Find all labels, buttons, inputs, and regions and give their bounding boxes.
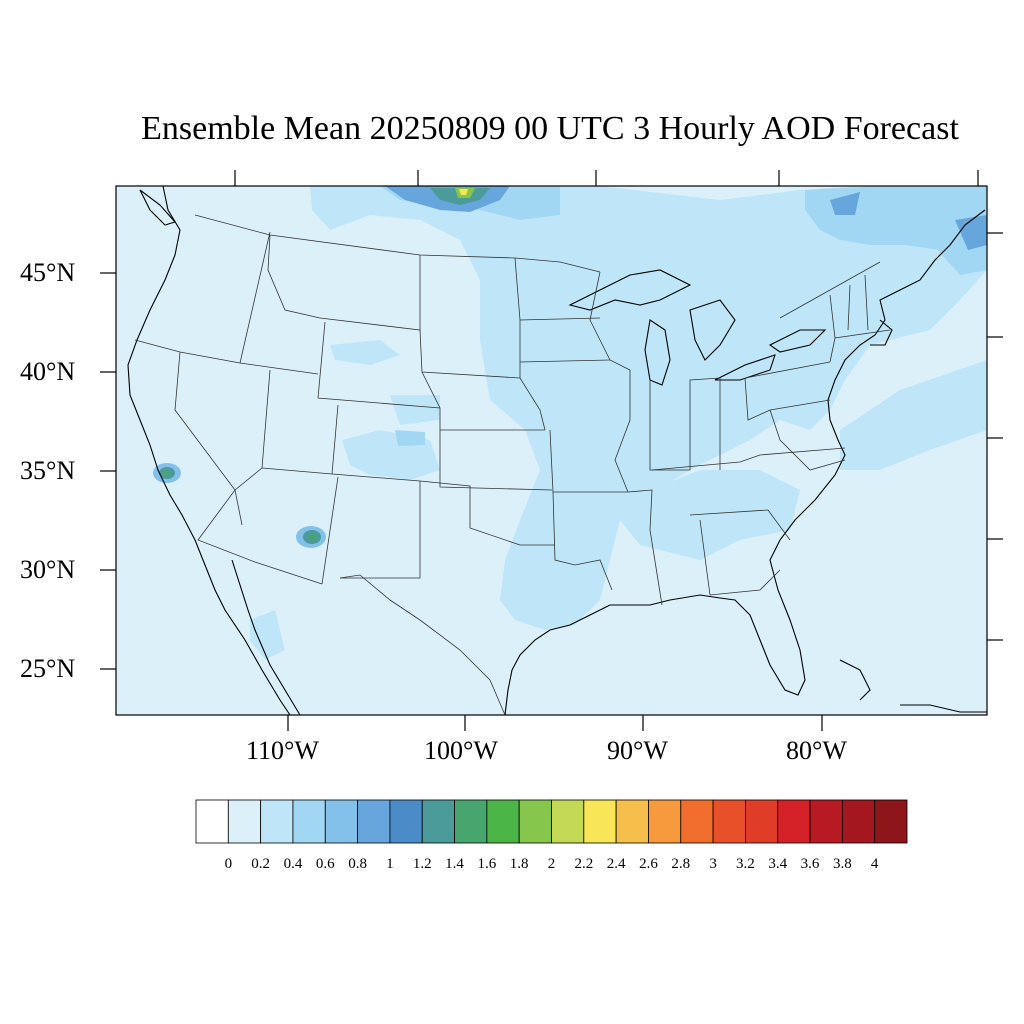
- colorbar-box: [389, 799, 423, 844]
- colorbar-box: [841, 799, 876, 844]
- colorbar-box: [777, 799, 811, 844]
- lon-label-80w: 80°W: [786, 736, 847, 765]
- lat-label-35: 35°N: [20, 456, 76, 485]
- colorbar-tick-label: 3.4: [768, 856, 788, 872]
- colorbar-box: [292, 799, 326, 844]
- lon-label-90w: 90°W: [607, 736, 668, 765]
- state-boundaries: [134, 214, 891, 716]
- aod-shading-peak: [430, 188, 490, 205]
- colorbar-tick-label: 0.8: [348, 856, 367, 872]
- lon-label-110w: 110°W: [246, 736, 319, 765]
- colorbar-box: [551, 799, 585, 844]
- lon-label-100w: 100°W: [424, 736, 498, 765]
- map-frame: [115, 185, 988, 716]
- colorbar-tick-label: 1.4: [445, 856, 464, 872]
- lat-label-30: 30°N: [20, 555, 76, 584]
- colorbar-tick-label: 2.8: [671, 856, 691, 872]
- lat-label-25: 25°N: [20, 654, 76, 683]
- colorbar-box: [874, 799, 908, 844]
- colorbar-tick-label: 1.8: [509, 856, 529, 872]
- colorbar-box: [809, 799, 843, 844]
- colorbar-tick-label: 3.6: [800, 856, 820, 872]
- colorbar-tick-label: 1: [386, 856, 394, 872]
- colorbar-box: [583, 799, 617, 844]
- colorbar-box: [615, 799, 649, 844]
- aod-hotspot-arizona: [296, 526, 326, 548]
- map-title: Ensemble Mean 20250809 00 UTC 3 Hourly A…: [141, 110, 959, 147]
- lat-label-40: 40°N: [20, 357, 76, 386]
- colorbar-box: [680, 799, 714, 844]
- colorbar-tick-label: 0: [224, 856, 233, 872]
- colorbar-tick-label: 1.6: [477, 856, 497, 872]
- colorbar: [195, 799, 908, 844]
- colorbar-tick-label: 2.4: [606, 856, 626, 872]
- colorbar-box: [357, 799, 391, 844]
- colorbar-box: [260, 799, 294, 844]
- colorbar-box: [227, 799, 262, 844]
- colorbar-box: [324, 799, 358, 844]
- colorbar-box: [518, 799, 552, 844]
- colorbar-box: [745, 799, 779, 844]
- aod-hotspot-california: [153, 463, 181, 483]
- colorbar-tick-label: 3.8: [832, 856, 852, 872]
- lat-label-45: 45°N: [20, 258, 76, 287]
- colorbar-tick-label: 2.2: [574, 856, 594, 872]
- coastlines: [127, 185, 987, 716]
- colorbar-box: [486, 799, 520, 844]
- colorbar-box: [648, 799, 682, 844]
- colorbar-box: [712, 799, 746, 844]
- colorbar-tick-label: 3: [709, 856, 717, 872]
- map-ticks: [100, 170, 1003, 731]
- colorbar-tick-label: 2.6: [639, 856, 658, 872]
- colorbar-box: [421, 799, 455, 844]
- colorbar-tick-label: 4: [870, 856, 879, 872]
- colorbar-tick-label: 0.6: [315, 856, 335, 872]
- colorbar-tick-label: 1.2: [412, 856, 432, 872]
- colorbar-tick-label: 2: [547, 856, 556, 872]
- colorbar-box: [195, 799, 229, 844]
- colorbar-tick-label: 0.4: [283, 856, 303, 872]
- colorbar-box: [454, 799, 488, 844]
- colorbar-tick-label: 3.2: [736, 856, 755, 872]
- colorbar-tick-label: 0.2: [251, 856, 270, 872]
